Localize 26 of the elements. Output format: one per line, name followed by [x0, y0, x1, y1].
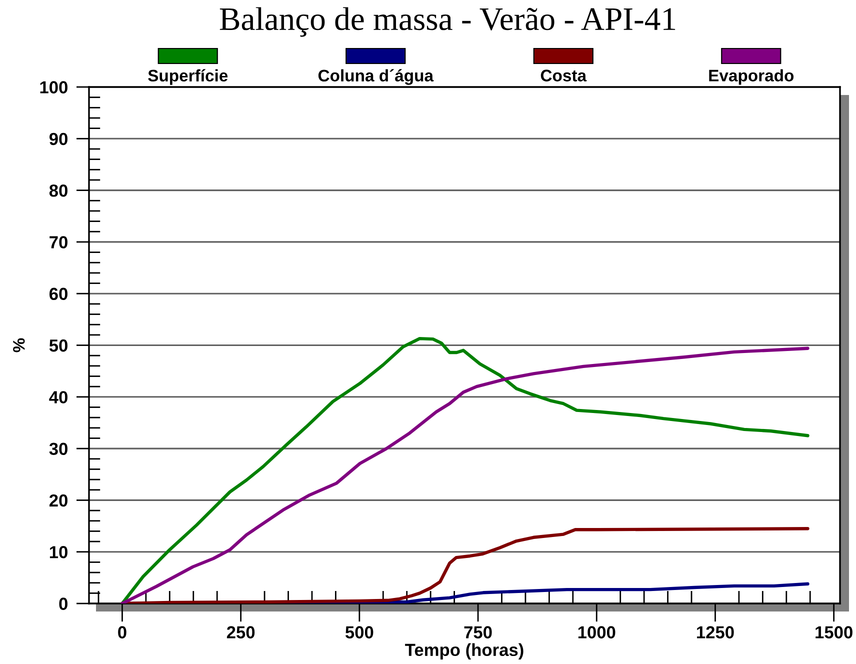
legend-label: Evaporado — [709, 69, 794, 85]
y-tick-label: 90 — [49, 132, 68, 146]
y-tick-label: 0 — [59, 598, 68, 610]
y-tick-label: 70 — [50, 236, 68, 248]
y-tick-label: 100 — [40, 81, 68, 94]
legend-label: Superfície — [148, 69, 228, 85]
x-tick-label: 1000 — [578, 626, 616, 638]
y-tick-label: 40 — [49, 391, 68, 404]
x-axis-title: Tempo (horas) — [405, 643, 524, 660]
line-series — [120, 527, 810, 604]
legend-label: Costa — [540, 70, 587, 82]
x-tick-label: 1500 — [816, 626, 852, 638]
x-tick-label: 1250 — [697, 626, 734, 638]
y-tick-label: 10 — [50, 546, 68, 558]
y-axis-title: % — [13, 338, 25, 352]
chart-title: Balanço de massa - Verão - API-41 — [220, 7, 676, 37]
x-tick-label: 250 — [226, 626, 255, 638]
x-tick-label: 500 — [345, 626, 374, 638]
x-tick-label: 750 — [464, 626, 492, 638]
y-tick-label: 60 — [49, 288, 68, 300]
y-tick-label: 20 — [49, 494, 68, 507]
x-tick-label: 0 — [118, 626, 126, 638]
legend-label: Coluna d´água — [318, 69, 434, 85]
y-tick-label: 30 — [49, 442, 68, 456]
y-tick-label: 50 — [49, 339, 68, 352]
y-tick-label: 80 — [49, 184, 68, 197]
